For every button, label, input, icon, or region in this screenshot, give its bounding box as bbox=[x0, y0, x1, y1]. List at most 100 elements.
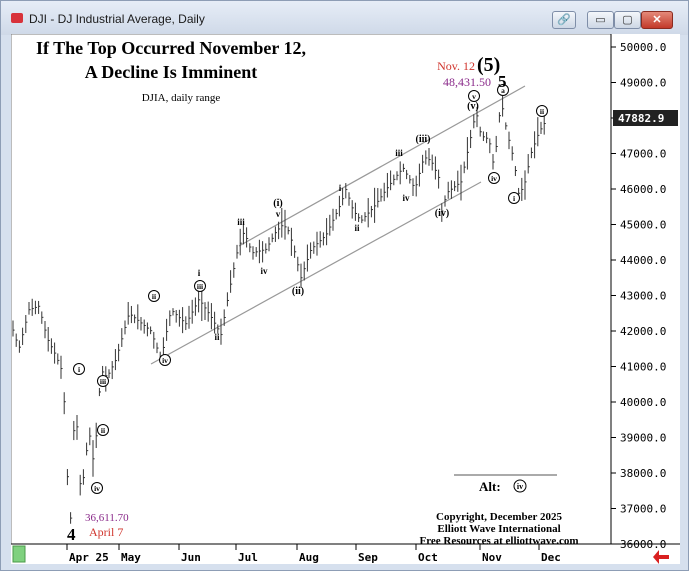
y-tick-label: 41000.0 bbox=[620, 361, 666, 374]
alt-wave-circle bbox=[513, 479, 527, 493]
x-tick-label: Jul bbox=[238, 551, 258, 564]
wave-paren-ii: (ii) bbox=[292, 286, 304, 297]
wave-plain-i-2: i bbox=[339, 183, 342, 193]
maximize-icon: ▢ bbox=[622, 14, 633, 26]
wave-circ-ii-2: ii bbox=[152, 292, 156, 301]
y-tick-label: 46000.0 bbox=[620, 183, 666, 196]
wave-circ-i-1: i bbox=[78, 365, 80, 374]
y-tick-label: 39000.0 bbox=[620, 432, 666, 445]
x-tick-label: May bbox=[121, 551, 141, 564]
y-tick-label: 42000.0 bbox=[620, 325, 666, 338]
wave-circ-i-2: i bbox=[513, 194, 515, 203]
alt-wave-label: iv bbox=[517, 482, 523, 491]
wave-circ-iv-3-circle bbox=[488, 172, 500, 184]
wave-circ-iii-2-circle bbox=[194, 280, 206, 292]
close-button[interactable]: ✕ bbox=[641, 11, 673, 29]
credit-copyright: Copyright, December 2025 bbox=[436, 511, 562, 523]
wave-paren-iv: (iv) bbox=[435, 208, 449, 219]
wave-5-label: 5 bbox=[498, 72, 507, 91]
wave-circ-ii-3: ii bbox=[540, 107, 544, 116]
y-tick-label: 43000.0 bbox=[620, 290, 666, 303]
price-bars bbox=[12, 94, 546, 524]
title-bar[interactable]: DJI - DJ Industrial Average, Daily 🔗 ▭ ▢… bbox=[1, 1, 688, 35]
x-tick-label: Sep bbox=[358, 551, 378, 564]
maximize-button[interactable]: ▢ bbox=[614, 11, 641, 29]
y-tick-label: 40000.0 bbox=[620, 396, 666, 409]
nov-date-label: Nov. 12 bbox=[437, 59, 475, 73]
x-tick-label: Nov bbox=[482, 551, 502, 564]
scroll-thumb[interactable] bbox=[12, 545, 26, 563]
wave-5-major-label: (5) bbox=[477, 54, 500, 76]
minimize-button[interactable]: ▭ bbox=[587, 11, 614, 29]
y-tick-label: 36000.0 bbox=[620, 538, 666, 551]
wave-circ-a-circle bbox=[468, 90, 480, 102]
last-price-label: 47882.9 bbox=[618, 112, 664, 125]
minimize-icon: ▭ bbox=[595, 14, 606, 26]
wave-plain-iv-2: iv bbox=[402, 193, 410, 203]
last-price-badge bbox=[613, 110, 678, 126]
chart-title: If The Top Occurred November 12, bbox=[36, 38, 306, 58]
close-icon: ✕ bbox=[652, 14, 662, 26]
time-axis-panel bbox=[11, 544, 680, 564]
wave-circ-ii-1-circle bbox=[97, 424, 109, 436]
wave-circ-i-2-circle bbox=[508, 192, 520, 204]
y-tick-label: 44000.0 bbox=[620, 254, 666, 267]
wave-circ-b: a bbox=[501, 86, 505, 95]
chart-app-icon bbox=[11, 13, 23, 23]
wave-circ-iii-1: iii bbox=[100, 377, 106, 386]
y-tick-label: 49000.0 bbox=[620, 77, 666, 90]
wave-circ-ii-1: ii bbox=[101, 426, 105, 435]
wave-circ-ii-2-circle bbox=[148, 290, 160, 302]
credit-company: Elliott Wave International bbox=[437, 523, 560, 535]
x-tick-label: Aug bbox=[299, 551, 319, 564]
wave-circ-i-1-circle bbox=[73, 363, 85, 375]
wave-plain-ii-2: ii bbox=[354, 223, 360, 233]
wave-plain-ii-1: ii bbox=[214, 332, 220, 342]
wave-circ-iv-2: iv bbox=[162, 356, 168, 365]
wave-circ-iv-3: iv bbox=[491, 174, 497, 183]
nov-value-label: 48,431.50 bbox=[443, 75, 491, 89]
alt-label: Alt: bbox=[479, 479, 501, 494]
x-tick-label: Oct bbox=[418, 551, 438, 564]
x-tick-label: Dec bbox=[541, 551, 561, 564]
x-tick-label: Apr 25 bbox=[69, 551, 109, 564]
wave-plain-iii-1: iii bbox=[237, 217, 245, 227]
y-tick-label: 45000.0 bbox=[620, 219, 666, 232]
wave-circ-iv-1-circle bbox=[91, 482, 103, 494]
wave-plain-iv-1: iv bbox=[260, 266, 268, 276]
wave-circ-iv-1: iv bbox=[94, 484, 100, 493]
wave-4-label: 4 bbox=[67, 525, 76, 544]
wave-plain-iii-2: iii bbox=[395, 148, 403, 158]
chart: 50000.049000.048000.047000.046000.045000… bbox=[11, 34, 680, 564]
wave-circ-iv-2-circle bbox=[159, 354, 171, 366]
window-title: DJI - DJ Industrial Average, Daily bbox=[29, 12, 205, 26]
y-tick-label: 37000.0 bbox=[620, 503, 666, 516]
wave-circ-ii-3-circle bbox=[536, 105, 548, 117]
wave-paren-i: (i) bbox=[273, 198, 282, 209]
wave-circ-iii-1-circle bbox=[97, 375, 109, 387]
x-tick-group: Apr 25 May Jun Jul Aug Sep Oct Nov Dec bbox=[66, 544, 561, 564]
link-button[interactable]: 🔗 bbox=[552, 11, 576, 29]
wave-plain-i-1: i bbox=[198, 268, 201, 278]
wave-circ-iii-2: iii bbox=[197, 282, 203, 291]
x-tick-label: Jun bbox=[181, 551, 201, 564]
y-tick-label: 38000.0 bbox=[620, 467, 666, 480]
april-date-label: April 7 bbox=[89, 525, 123, 539]
y-tick-label: 47000.0 bbox=[620, 148, 666, 161]
credit-website: Free Resources at elliottwave.com bbox=[419, 535, 578, 547]
wave-circ-b-circle bbox=[497, 84, 509, 96]
series-label: DJIA, daily range bbox=[142, 92, 221, 104]
wave-labels: iiiiiiiviiiviiivaiviii(i)(ii)(iii)(iv)(v… bbox=[73, 84, 548, 494]
wave-plain-v-1: v bbox=[276, 209, 281, 219]
wave-paren-iii: (iii) bbox=[416, 134, 431, 145]
channel-lower-line bbox=[150, 181, 482, 365]
wave-paren-v: (v) bbox=[467, 101, 479, 112]
y-tick-label: 50000.0 bbox=[620, 41, 666, 54]
april-value-label: 36,611.70 bbox=[85, 512, 129, 524]
plot-area bbox=[11, 34, 612, 545]
wave-circ-a: v bbox=[472, 92, 476, 101]
nav-arrow-icon[interactable] bbox=[653, 550, 669, 564]
link-icon: 🔗 bbox=[557, 14, 571, 26]
chart-subtitle: A Decline Is Imminent bbox=[85, 62, 258, 82]
